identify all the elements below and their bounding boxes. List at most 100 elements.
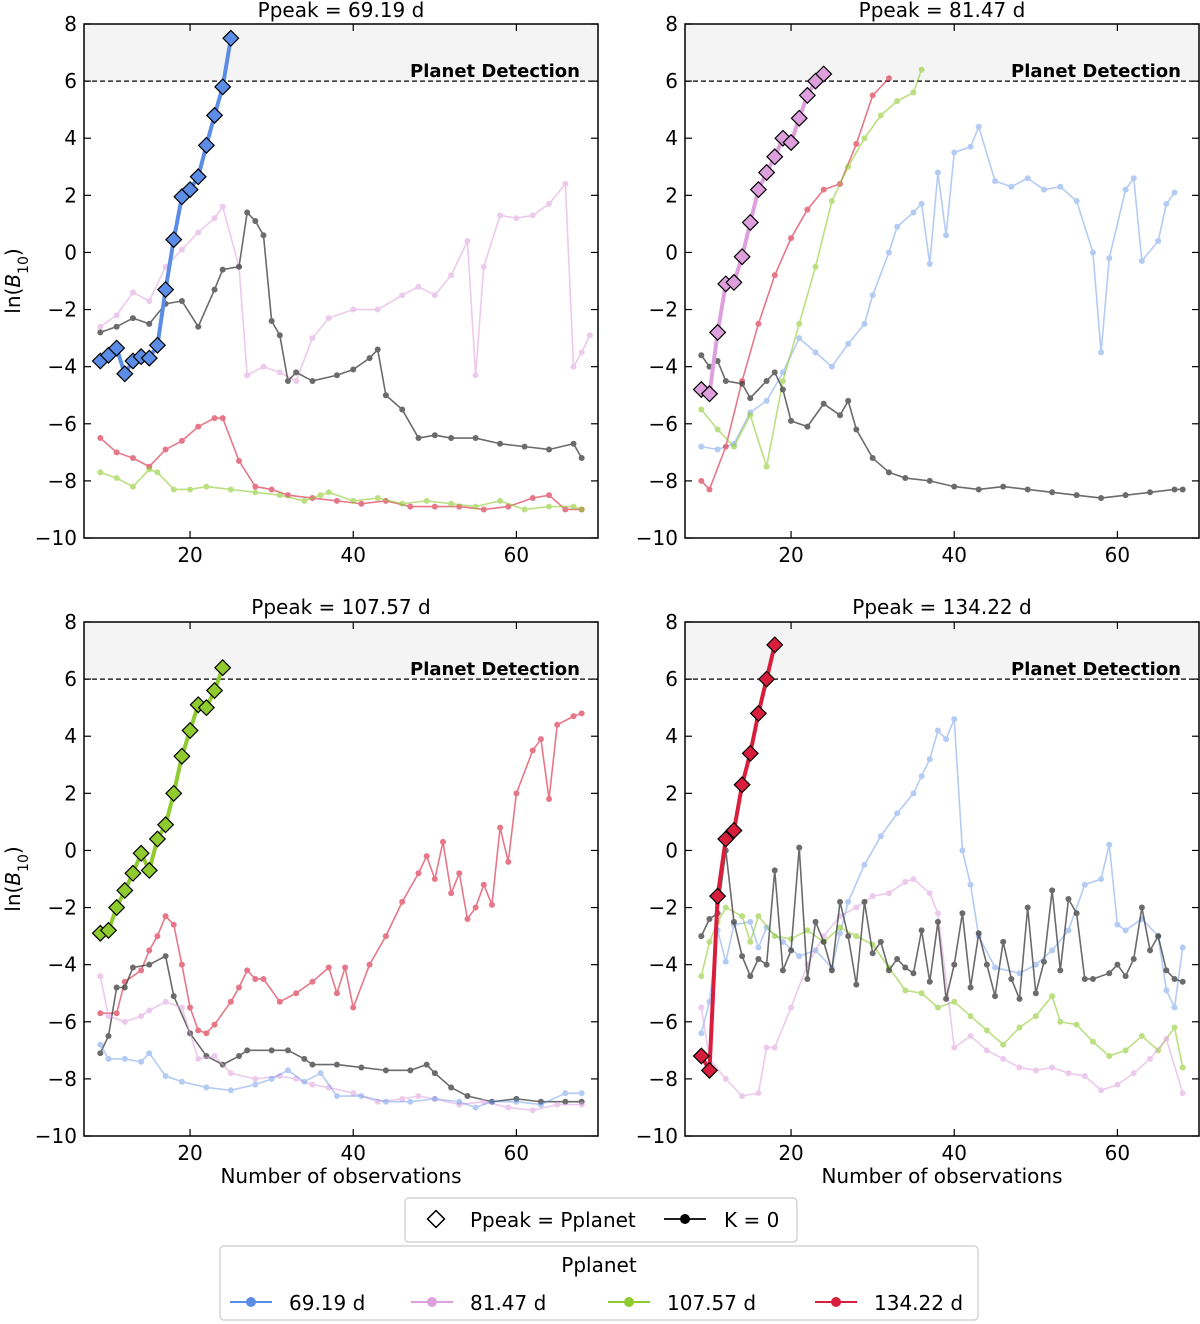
series-point (1032, 1013, 1039, 1020)
series-point (788, 235, 795, 242)
y-tick-label: 4 (665, 724, 678, 748)
series-point (1065, 927, 1072, 934)
highlight-diamond (197, 699, 216, 717)
series-point (366, 961, 373, 968)
plot-area (91, 29, 593, 513)
series-point (195, 1055, 202, 1062)
series-point (456, 1101, 463, 1108)
highlight-diamond (156, 816, 175, 834)
series-point (276, 1073, 283, 1080)
legend-top-frame (404, 1197, 798, 1243)
series-point (1057, 1018, 1064, 1025)
series-point (105, 1033, 112, 1040)
highlight-diamond (124, 864, 142, 882)
series-point (1089, 1038, 1096, 1045)
series-point (415, 870, 422, 877)
series-point (252, 483, 259, 490)
series-point (730, 443, 737, 450)
series-point (755, 320, 762, 327)
series-point (796, 844, 803, 851)
series-point (497, 824, 504, 831)
series-point (464, 915, 471, 922)
series-point (211, 286, 218, 293)
y-tick-label: −2 (649, 896, 678, 920)
panel-title: Ppeak = 134.22 d (852, 595, 1031, 619)
series-point (121, 1018, 128, 1025)
series-point (325, 315, 332, 322)
y-tick-label: 8 (64, 12, 77, 36)
series-point (934, 727, 941, 734)
series-point (448, 1084, 455, 1091)
series-point (698, 933, 705, 940)
series-point (268, 486, 275, 493)
series-point (698, 973, 705, 980)
series-point (910, 89, 917, 96)
series-point (845, 898, 852, 905)
series-point (918, 990, 925, 997)
series-point (399, 292, 406, 299)
series-point (747, 973, 754, 980)
series-point (350, 1004, 357, 1011)
series-point (951, 149, 958, 156)
series-point (382, 1098, 389, 1105)
series-point (771, 272, 778, 279)
series-point (374, 306, 381, 313)
highlight-diamond (205, 681, 224, 700)
diamond-marker-icon (426, 1209, 446, 1229)
series-point (415, 283, 422, 290)
series-point (771, 1044, 778, 1051)
series-point (714, 426, 721, 433)
series-point (276, 998, 283, 1005)
series-point (1049, 993, 1056, 1000)
series-point (902, 987, 909, 994)
series-point (529, 747, 536, 754)
series-point (472, 435, 479, 442)
detection-label: Planet Detection (410, 659, 580, 680)
series-point (1130, 955, 1137, 962)
series-point (902, 475, 909, 482)
x-tick-label: 40 (942, 1141, 967, 1165)
series-point (227, 1087, 234, 1094)
panel-title: Ppeak = 81.47 d (859, 0, 1026, 22)
series-point (399, 1095, 406, 1102)
series-point (464, 238, 471, 245)
series-point (706, 938, 713, 945)
series-point (472, 503, 479, 510)
series-point (195, 1027, 202, 1034)
x-tick-label: 20 (177, 1141, 202, 1165)
series-point (1008, 183, 1015, 190)
legend-entry-label: 107.57 d (667, 1291, 756, 1315)
series-point (788, 1004, 795, 1011)
plot-area (91, 659, 585, 1114)
series-point (448, 435, 455, 442)
series-point (910, 876, 917, 882)
series-point (1073, 910, 1080, 917)
series-point (219, 203, 226, 210)
series-point (1032, 990, 1039, 997)
detection-label: Planet Detection (1011, 61, 1181, 82)
series-point (570, 440, 577, 447)
series-point (926, 756, 933, 763)
series-point (951, 1044, 958, 1051)
series-point (195, 423, 202, 430)
series-point (301, 1078, 308, 1085)
series-point (755, 913, 762, 920)
series-point (739, 1093, 746, 1100)
y-tick-label: −6 (48, 1010, 77, 1034)
series-point (943, 232, 950, 239)
series-line (700, 906, 1184, 1068)
series-point (529, 212, 536, 219)
plot-frame (83, 621, 599, 1137)
series-point (853, 933, 860, 940)
series-point (1171, 1004, 1178, 1011)
series-point (513, 1098, 520, 1105)
series-point (546, 503, 553, 510)
highlight-diamond (709, 323, 727, 342)
highlight-diamond (205, 106, 224, 125)
series-point (211, 215, 218, 222)
highlight-diamond (815, 65, 833, 83)
highlight-diamond (733, 776, 751, 794)
series-134-22-d (97, 415, 585, 513)
series-point (1138, 1033, 1145, 1040)
series-point (456, 870, 463, 877)
